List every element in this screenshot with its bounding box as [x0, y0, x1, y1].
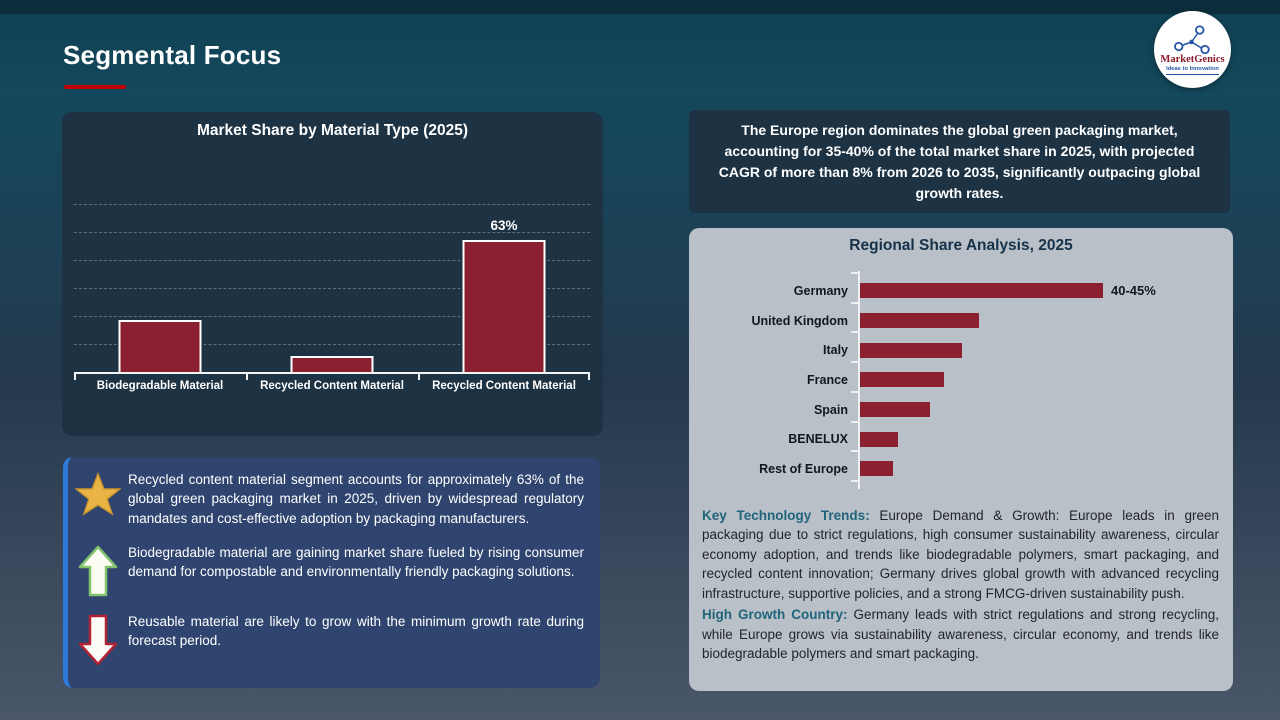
bar-column — [74, 165, 246, 373]
down-arrow-icon — [68, 612, 128, 666]
trend-paragraph: High Growth Country: Germany leads with … — [702, 605, 1219, 663]
row-label: Italy — [822, 343, 848, 358]
gridline — [74, 344, 590, 345]
bar-value-label: 40-45% — [1111, 283, 1156, 299]
chart-row: BENELUX — [701, 424, 1221, 454]
bar — [858, 342, 962, 358]
material-chart-categories: Biodegradable Material Recycled Content M… — [74, 380, 590, 392]
axis-tick — [418, 374, 420, 380]
axis-tick — [851, 479, 858, 482]
axis-tick — [74, 374, 76, 380]
axis-tick — [246, 374, 248, 380]
material-chart-panel: Market Share by Material Type (2025) 63%… — [62, 112, 603, 436]
insight-text: Biodegradable material are gaining marke… — [128, 544, 584, 580]
insight-item: Reusable material are likely to grow wit… — [68, 612, 584, 666]
chart-row: Italy — [701, 335, 1221, 365]
gridline — [74, 316, 590, 317]
axis-tick — [851, 390, 858, 393]
insight-text: Reusable material are likely to grow wit… — [128, 613, 584, 649]
bar — [858, 313, 979, 329]
bar — [858, 461, 893, 477]
x-axis-line — [74, 372, 590, 374]
molecule-icon — [1173, 25, 1210, 54]
bar — [290, 356, 374, 373]
chart-row: France — [701, 365, 1221, 395]
material-chart-title: Market Share by Material Type (2025) — [196, 122, 469, 139]
bar-track — [858, 402, 1221, 418]
chart-row: Spain — [701, 395, 1221, 425]
logo-name: MarketGenics — [1160, 53, 1225, 65]
bar-track — [858, 431, 1221, 447]
bar-track: 40-45% — [858, 283, 1221, 299]
axis-tick — [851, 331, 858, 334]
chart-row: Rest of Europe — [701, 454, 1221, 484]
gridline — [74, 288, 590, 289]
trend-body: Europe Demand & Growth: Europe leads in … — [702, 508, 1219, 601]
row-label: United Kingdom — [751, 313, 848, 328]
row-label: Spain — [813, 402, 848, 417]
trend-body: Germany leads with strict regulations an… — [702, 607, 1219, 662]
row-label: BENELUX — [788, 432, 848, 447]
bar-column — [246, 165, 418, 373]
axis-tick — [851, 301, 858, 304]
page-title: Segmental Focus — [63, 40, 282, 70]
bar — [858, 402, 930, 418]
bar-track — [858, 342, 1221, 358]
title-underline — [64, 85, 126, 89]
regional-chart: Germany 40-45% United Kingdom Italy France Sp… — [701, 271, 1221, 489]
up-arrow-icon — [68, 543, 128, 597]
regional-chart-title: Regional Share Analysis, 2025 — [849, 237, 1073, 254]
trend-label: High Growth Country: — [702, 607, 854, 623]
trends-text-block: Key Technology Trends: Europe Demand & G… — [702, 506, 1219, 666]
bar-track — [858, 372, 1221, 388]
axis-tick — [588, 374, 590, 380]
logo-tagline: Ideas to Innovation — [1166, 67, 1219, 76]
europe-callout-text: The Europe region dominates the global g… — [718, 121, 1201, 201]
axis-tick — [851, 450, 858, 453]
bar — [858, 283, 1103, 299]
bar — [858, 431, 898, 447]
axis-tick — [851, 420, 858, 423]
row-label: Germany — [793, 283, 848, 298]
category-label: Biodegradable Material — [96, 380, 224, 392]
europe-callout: The Europe region dominates the global g… — [689, 110, 1230, 213]
bar-column: 63% — [418, 165, 590, 373]
row-label: Rest of Europe — [759, 461, 848, 476]
insight-item: Recycled content material segment accoun… — [68, 470, 584, 528]
bar — [118, 320, 202, 373]
axis-tick — [851, 272, 858, 274]
category-label: Recycled Content Material — [432, 380, 576, 392]
chart-row: United Kingdom — [701, 306, 1221, 336]
bar-track — [858, 313, 1221, 329]
bar — [462, 240, 546, 373]
insight-text: Recycled content material segment accoun… — [128, 472, 584, 526]
gridline — [74, 260, 590, 261]
category-label: Recycled Content Material — [260, 380, 404, 392]
axis-tick — [851, 361, 858, 364]
y-axis-line — [858, 271, 860, 489]
material-chart-plot: 63% — [74, 165, 590, 380]
top-strip — [0, 0, 1280, 14]
gridline — [74, 232, 590, 233]
insight-item: Biodegradable material are gaining marke… — [68, 543, 584, 597]
trend-label: Key Technology Trends: — [702, 508, 880, 523]
regional-panel: Regional Share Analysis, 2025 Germany 40-… — [689, 228, 1233, 691]
row-label: France — [807, 372, 848, 387]
bar — [858, 372, 944, 388]
chart-row: Germany 40-45% — [701, 276, 1221, 306]
trend-paragraph: Key Technology Trends: Europe Demand & G… — [702, 506, 1219, 603]
bar-track — [858, 461, 1221, 477]
logo: MarketGenics Ideas to Innovation — [1154, 11, 1231, 88]
bar-value-label: 63% — [490, 218, 518, 233]
insights-panel: Recycled content material segment accoun… — [63, 457, 600, 688]
star-icon — [68, 470, 128, 516]
gridline — [74, 204, 590, 205]
